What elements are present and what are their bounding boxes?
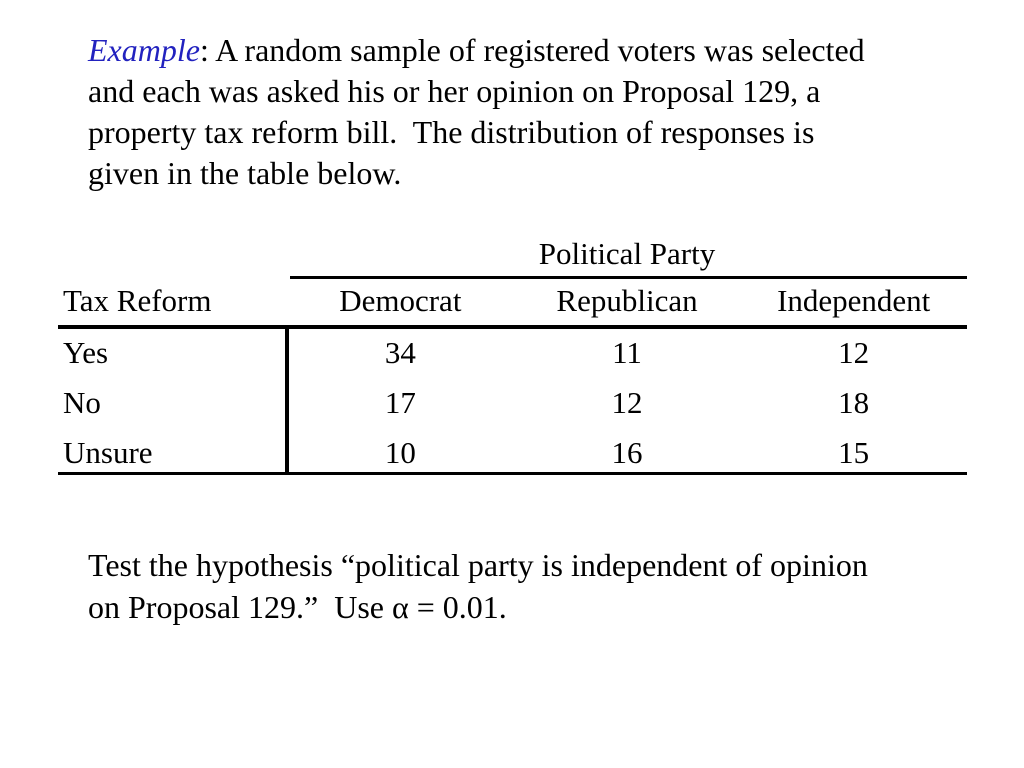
example-label: Example	[88, 32, 200, 68]
table-row: No 17 12 18	[58, 383, 967, 423]
column-header-republican: Republican	[556, 283, 698, 318]
task-line-1: Test the hypothesis “political party is …	[88, 547, 868, 583]
cell-value: 18	[838, 385, 870, 420]
intro-line-4: given in the table below.	[88, 155, 402, 191]
header-rule	[58, 325, 967, 329]
row-label: Yes	[63, 335, 109, 370]
intro-line-1: Example: A random sample of registered v…	[88, 30, 865, 71]
cell-value: 17	[384, 385, 416, 420]
spanning-header-underline	[290, 276, 967, 279]
table-row: Yes 34 11 12	[58, 333, 967, 373]
table-spanning-header: Political Party	[538, 236, 716, 271]
task-line-2: on Proposal 129.” Use α = 0.01.	[88, 589, 507, 625]
cell-value: 11	[612, 335, 642, 370]
intro-paragraph: Example: A random sample of registered v…	[88, 30, 865, 194]
column-header-independent: Independent	[777, 283, 931, 318]
vertical-divider	[285, 325, 289, 475]
row-header-label: Tax Reform	[63, 283, 212, 318]
row-label: No	[63, 385, 101, 420]
cell-value: 12	[838, 335, 870, 370]
intro-line-3: property tax reform bill. The distributi…	[88, 114, 815, 150]
intro-line-1-text: : A random sample of registered voters w…	[199, 32, 865, 68]
table-header-row: Tax Reform Democrat Republican Independe…	[58, 281, 967, 321]
cell-value: 16	[611, 435, 643, 470]
bottom-rule	[58, 472, 967, 475]
table-row: Unsure 10 16 15	[58, 433, 967, 473]
cell-value: 15	[838, 435, 870, 470]
column-header-democrat: Democrat	[339, 283, 462, 318]
intro-line-2: and each was asked his or her opinion on…	[88, 73, 821, 109]
cell-value: 10	[384, 435, 416, 470]
task-paragraph: Test the hypothesis “political party is …	[88, 544, 868, 628]
cell-value: 12	[611, 385, 643, 420]
cell-value: 34	[384, 335, 416, 370]
row-label: Unsure	[63, 435, 153, 470]
